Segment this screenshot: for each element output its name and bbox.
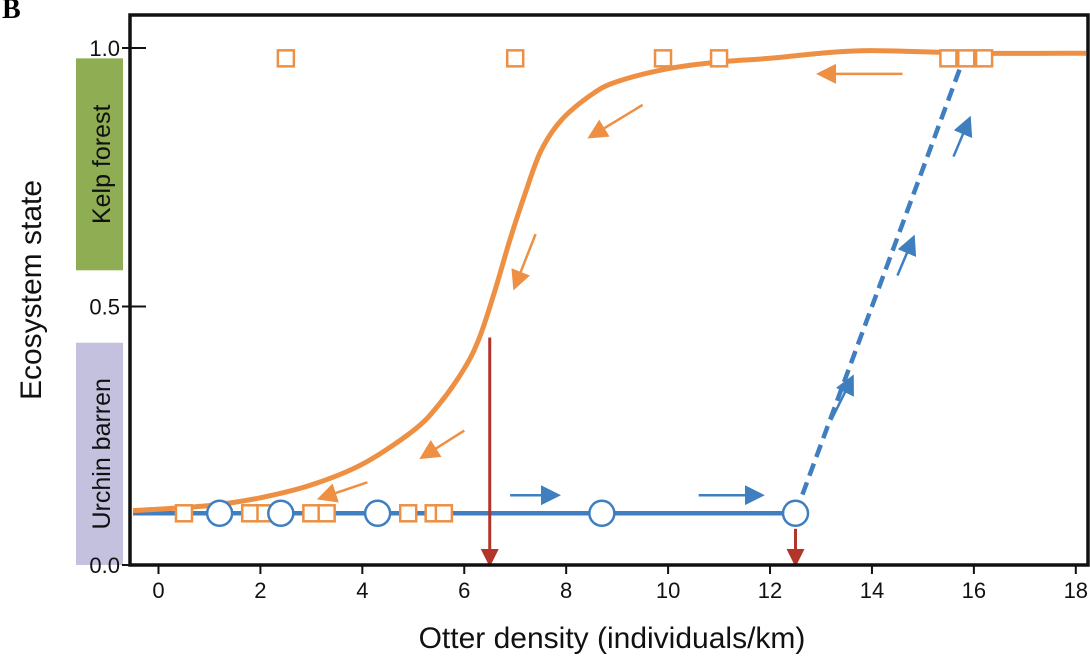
panel-letter: B	[2, 0, 21, 25]
data-point-square	[653, 49, 673, 68]
axes-layer: 0 2 4 6 8 10 12 14 16 18 0.0 0.5 1.0	[89, 36, 1088, 603]
x-tick-label: 10	[656, 578, 680, 603]
x-tick-label: 8	[560, 578, 572, 603]
y-axis-label: Ecosystem state	[15, 180, 48, 400]
data-point-square	[434, 504, 454, 523]
x-tick-label: 6	[458, 578, 470, 603]
x-tick-label: 18	[1064, 578, 1088, 603]
y-tick-label: 1.0	[89, 36, 120, 61]
series-line-decline	[132, 48, 1087, 514]
data-point-circle	[781, 499, 810, 528]
state-band-label: Kelp forest	[88, 104, 116, 224]
x-tick-label: 2	[254, 578, 266, 603]
direction-arrow-recovery	[830, 374, 854, 421]
data-point-square	[276, 49, 296, 68]
state-bands: Kelp forest Urchin barren	[76, 58, 123, 565]
state-band-urchin-barren	[76, 342, 123, 565]
direction-arrow-decline	[511, 233, 537, 291]
data-point-square	[398, 504, 418, 523]
data-point-square	[317, 504, 336, 523]
series-line-recovery-dashed	[793, 57, 966, 515]
data-point-square	[302, 504, 321, 523]
x-tick-label: 16	[962, 578, 986, 603]
direction-arrow-recovery	[896, 234, 917, 276]
data-point-square	[174, 504, 194, 523]
direction-arrow-decline	[419, 429, 465, 460]
x-tick-label: 12	[758, 578, 782, 603]
data-point-square	[709, 49, 729, 68]
data-point-square	[956, 49, 976, 68]
data-point-square	[505, 49, 525, 68]
marker-layer	[174, 49, 994, 528]
y-tick-label: 0.5	[89, 295, 120, 320]
direction-arrow-decline	[587, 103, 644, 139]
state-band-label: Urchin barren	[88, 378, 116, 529]
data-point-circle	[588, 499, 616, 528]
direction-arrow-decline	[316, 481, 368, 503]
data-point-circle	[205, 499, 234, 528]
data-point-square	[939, 49, 958, 68]
arrow-layer	[316, 63, 973, 567]
x-tick-label: 14	[860, 578, 884, 603]
direction-arrow-recovery	[952, 115, 973, 158]
state-band-kelp-forest	[76, 58, 123, 271]
x-axis-label: Otter density (individuals/km)	[419, 622, 806, 655]
x-tick-label: 0	[152, 578, 164, 603]
data-point-circle	[363, 499, 392, 528]
curve-layer	[132, 48, 1087, 516]
x-tick-label: 4	[356, 578, 368, 603]
data-point-circle	[267, 499, 295, 528]
data-point-square	[974, 49, 994, 68]
plot-frame	[128, 13, 1090, 567]
y-tick-label: 0.0	[89, 553, 120, 578]
data-point-square	[240, 504, 260, 523]
